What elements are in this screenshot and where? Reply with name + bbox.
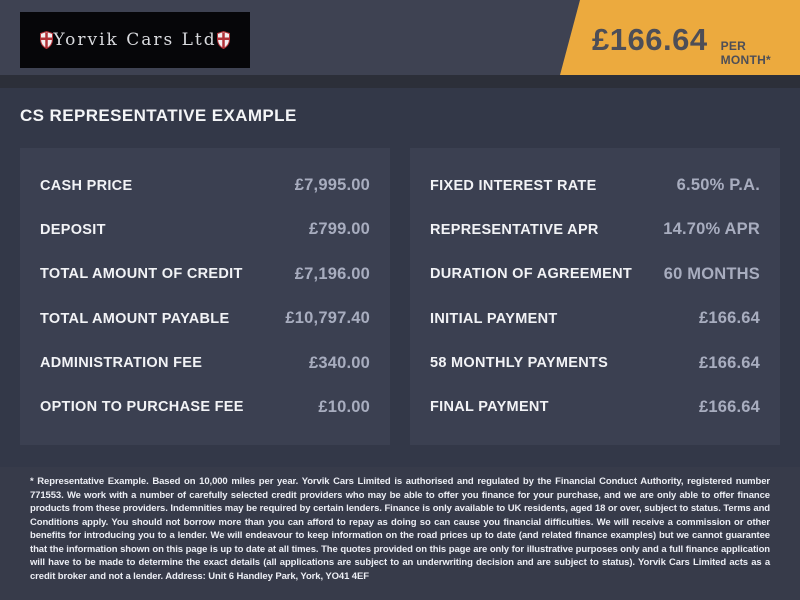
row-duration-of-agreement: DURATION OF AGREEMENT 60 MONTHS <box>430 265 760 284</box>
disclaimer: * Representative Example. Based on 10,00… <box>0 467 800 600</box>
shield-icon <box>216 31 230 49</box>
row-initial-payment: INITIAL PAYMENT £166.64 <box>430 309 760 328</box>
monthly-price-badge: £166.64 PER MONTH* <box>560 0 800 75</box>
finance-row-value: £166.64 <box>698 397 760 416</box>
finance-row-value: £166.64 <box>698 353 760 372</box>
finance-row-label: FINAL PAYMENT <box>430 399 549 416</box>
finance-row-value: 6.50% P.A. <box>676 176 760 194</box>
finance-row-label: DEPOSIT <box>40 221 106 238</box>
finance-row-label: 58 MONTHLY PAYMENTS <box>430 355 609 372</box>
finance-row-value: £166.64 <box>698 309 760 328</box>
row-deposit: DEPOSIT £799.00 <box>40 220 370 239</box>
disclaimer-text: * Representative Example. Based on 10,00… <box>30 476 770 582</box>
row-option-to-purchase-fee: OPTION TO PURCHASE FEE £10.00 <box>40 398 370 417</box>
finance-row-label: ADMINISTRATION FEE <box>40 355 203 372</box>
finance-row-label: CASH PRICE <box>40 177 133 194</box>
finance-row-label: DURATION OF AGREEMENT <box>430 266 633 283</box>
page-title: CS REPRESENTATIVE EXAMPLE <box>20 106 297 125</box>
row-58-monthly-payments: 58 MONTHLY PAYMENTS £166.64 <box>430 354 760 373</box>
finance-row-value: £799.00 <box>308 220 370 239</box>
row-cash-price: CASH PRICE £7,995.00 <box>40 176 370 195</box>
finance-panel-left: CASH PRICE £7,995.00 DEPOSIT £799.00 TOT… <box>20 148 390 445</box>
finance-row-value: 60 MONTHS <box>663 264 760 283</box>
row-final-payment: FINAL PAYMENT £166.64 <box>430 398 760 417</box>
row-fixed-interest-rate: FIXED INTEREST RATE 6.50% P.A. <box>430 176 760 195</box>
finance-row-value: £10,797.40 <box>285 309 370 328</box>
finance-row-value: 14.70% APR <box>663 220 760 239</box>
row-total-amount-of-credit: TOTAL AMOUNT OF CREDIT £7,196.00 <box>40 265 370 284</box>
finance-row-label: FIXED INTEREST RATE <box>430 177 597 194</box>
monthly-price-period: PER MONTH* <box>720 39 772 67</box>
dealer-name: Yorvik Cars Ltd <box>53 30 217 50</box>
finance-row-label: INITIAL PAYMENT <box>430 310 558 327</box>
dealer-logo: Yorvik Cars Ltd <box>20 12 250 68</box>
header: Yorvik Cars Ltd £166.64 PER MONTH* <box>0 0 800 75</box>
monthly-price-amount: £166.64 <box>592 22 708 57</box>
row-total-amount-payable: TOTAL AMOUNT PAYABLE £10,797.40 <box>40 309 370 328</box>
header-divider <box>0 75 800 88</box>
finance-row-label: TOTAL AMOUNT PAYABLE <box>40 310 230 327</box>
finance-panel-right: FIXED INTEREST RATE 6.50% P.A. REPRESENT… <box>410 148 780 445</box>
finance-row-label: REPRESENTATIVE APR <box>430 221 599 238</box>
finance-row-label: TOTAL AMOUNT OF CREDIT <box>40 266 243 283</box>
finance-row-label: OPTION TO PURCHASE FEE <box>40 399 244 416</box>
row-representative-apr: REPRESENTATIVE APR 14.70% APR <box>430 220 760 239</box>
finance-row-value: £7,995.00 <box>294 176 370 194</box>
finance-row-value: £10.00 <box>318 397 370 416</box>
row-administration-fee: ADMINISTRATION FEE £340.00 <box>40 354 370 373</box>
finance-row-value: £340.00 <box>308 353 370 372</box>
shield-icon <box>40 31 53 49</box>
finance-row-value: £7,196.00 <box>294 264 370 283</box>
